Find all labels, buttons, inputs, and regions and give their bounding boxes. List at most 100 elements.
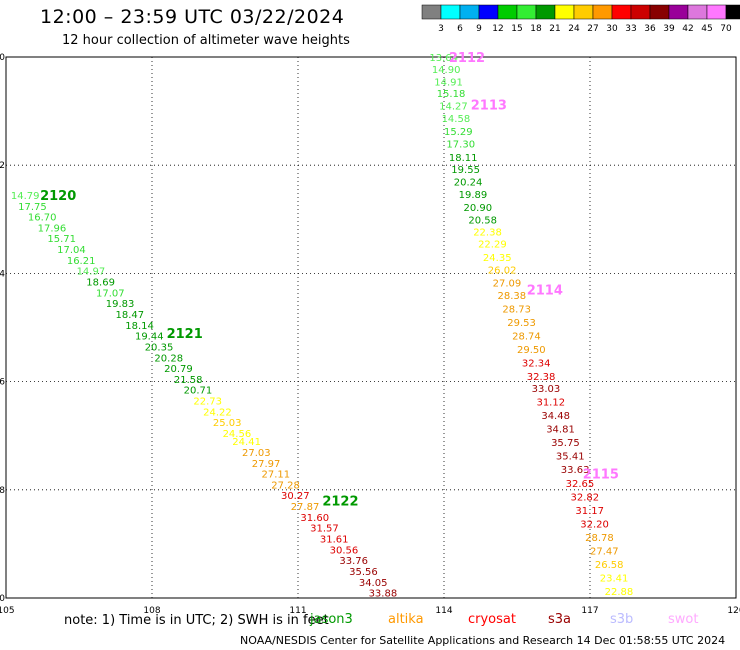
y-tick-label: -50 xyxy=(0,53,5,63)
mission-legend-item: cryosat xyxy=(468,612,516,627)
swh-data-label: 25.03 xyxy=(213,418,242,429)
colorbar-label: 9 xyxy=(476,24,482,34)
swh-data-label: 24.35 xyxy=(483,253,512,264)
y-tick-label: -58 xyxy=(0,486,5,496)
swh-data-label: 31.17 xyxy=(575,506,604,517)
y-tick-label: -52 xyxy=(0,161,5,171)
colorbar-label: 21 xyxy=(549,24,560,34)
pass-id-label: 2112 xyxy=(449,51,485,66)
colorbar-label: 18 xyxy=(530,24,542,34)
x-tick-label: 105 xyxy=(0,606,15,616)
colorbar-swatch xyxy=(459,4,480,20)
colorbar-label: 15 xyxy=(511,24,522,34)
swh-data-label: 14.58 xyxy=(442,114,471,125)
colorbar-swatch xyxy=(611,4,632,20)
colorbar-swatch xyxy=(554,4,575,20)
colorbar-label: 42 xyxy=(682,24,693,34)
colorbar-swatch xyxy=(440,4,461,20)
swh-data-label: 22.73 xyxy=(193,397,222,408)
chart-grid xyxy=(5,56,737,599)
swh-data-label: 19.44 xyxy=(135,332,164,343)
swh-data-label: 32.82 xyxy=(571,492,600,503)
pass-id-label: 2121 xyxy=(167,327,203,342)
x-tick-label: 108 xyxy=(143,606,160,616)
swh-data-label: 28.73 xyxy=(502,305,531,316)
swh-data-label: 32.65 xyxy=(566,479,595,490)
swh-data-label: 30.56 xyxy=(330,545,359,556)
mission-legend-item: swot xyxy=(668,612,699,627)
colorbar-label: 33 xyxy=(625,24,636,34)
colorbar-label: 3 xyxy=(438,24,444,34)
swh-data-label: 34.05 xyxy=(359,578,388,589)
swh-data-label: 31.12 xyxy=(536,398,565,409)
swh-data-label: 24.56 xyxy=(223,429,252,440)
swh-data-label: 27.47 xyxy=(590,546,619,557)
footer-credit: NOAA/NESDIS Center for Satellite Applica… xyxy=(240,634,726,647)
swh-data-label: 20.79 xyxy=(164,364,193,375)
mission-legend-item: altika xyxy=(388,612,424,627)
swh-data-label: 27.97 xyxy=(252,459,281,470)
swh-data-label: 19.83 xyxy=(106,299,135,310)
swh-data-label: 18.11 xyxy=(449,153,478,164)
plot-frame xyxy=(5,56,737,599)
swh-data-label: 16.70 xyxy=(28,213,57,224)
swh-data-label: 17.07 xyxy=(96,288,125,299)
swh-data-label: 27.03 xyxy=(242,448,271,459)
swh-data-label: 35.75 xyxy=(551,438,580,449)
colorbar-label: 45 xyxy=(701,24,712,34)
colorbar-swatch xyxy=(497,4,518,20)
swh-data-label: 32.20 xyxy=(580,519,609,530)
colorbar-swatch xyxy=(725,4,740,20)
x-tick-label: 114 xyxy=(435,606,452,616)
swh-data-label: 31.57 xyxy=(310,524,339,535)
x-tick-label: 111 xyxy=(289,606,306,616)
swh-data-label: 14.97 xyxy=(77,267,106,278)
swh-data-label: 18.69 xyxy=(86,278,115,289)
swh-data-label: 28.38 xyxy=(498,291,527,302)
colorbar-swatch xyxy=(668,4,689,20)
swh-data-label: 27.09 xyxy=(493,279,522,290)
pass-id-label: 2120 xyxy=(40,189,76,204)
swh-data-label: 32.34 xyxy=(522,359,551,370)
swh-data-label: 27.28 xyxy=(271,480,300,491)
swh-data-label: 16.21 xyxy=(67,256,96,267)
footer-note: note: 1) Time is in UTC; 2) SWH is in fe… xyxy=(64,613,329,628)
swh-data-label: 15.71 xyxy=(47,234,76,245)
colorbar-swatch xyxy=(478,4,499,20)
swh-data-label: 26.02 xyxy=(488,266,517,277)
swh-data-label: 26.58 xyxy=(595,560,624,571)
colorbar-label: 36 xyxy=(644,24,656,34)
swh-data-label: 15.18 xyxy=(437,89,466,100)
swh-data-label: 19.55 xyxy=(451,165,480,176)
swh-data-label: 19.89 xyxy=(459,190,488,201)
swh-data-label: 27.87 xyxy=(291,502,320,513)
x-tick-label: 120 xyxy=(727,606,740,616)
swh-data-label: 17.75 xyxy=(18,202,47,213)
y-tick-label: -54 xyxy=(0,269,5,279)
swh-data-label: 33.76 xyxy=(339,556,368,567)
colorbar-label: 27 xyxy=(587,24,598,34)
x-tick-label: 117 xyxy=(581,606,598,616)
swh-data-label: 18.14 xyxy=(125,321,154,332)
colorbar-swatch xyxy=(706,4,727,20)
swh-data-label: 28.74 xyxy=(512,332,541,343)
colorbar-swatch xyxy=(516,4,537,20)
mission-legend-item: jason3 xyxy=(310,612,353,627)
swh-data-label: 31.61 xyxy=(320,534,349,545)
swh-data-label: 35.41 xyxy=(556,452,585,463)
swh-data-label: 13.64 xyxy=(429,53,458,64)
colorbar-swatch xyxy=(592,4,613,20)
swh-data-label: 14.91 xyxy=(434,77,463,88)
swh-data-label: 29.50 xyxy=(517,345,546,356)
colorbar-swatch xyxy=(687,4,708,20)
swh-data-label: 22.29 xyxy=(478,240,507,251)
pass-id-label: 2114 xyxy=(527,284,563,299)
swh-data-label: 18.47 xyxy=(116,310,145,321)
page-title: 12:00 – 23:59 UTC 03/22/2024 xyxy=(40,6,345,28)
swh-data-label: 20.35 xyxy=(145,342,174,353)
y-tick-label: -56 xyxy=(0,378,5,388)
swh-data-label: 33.88 xyxy=(369,589,398,600)
